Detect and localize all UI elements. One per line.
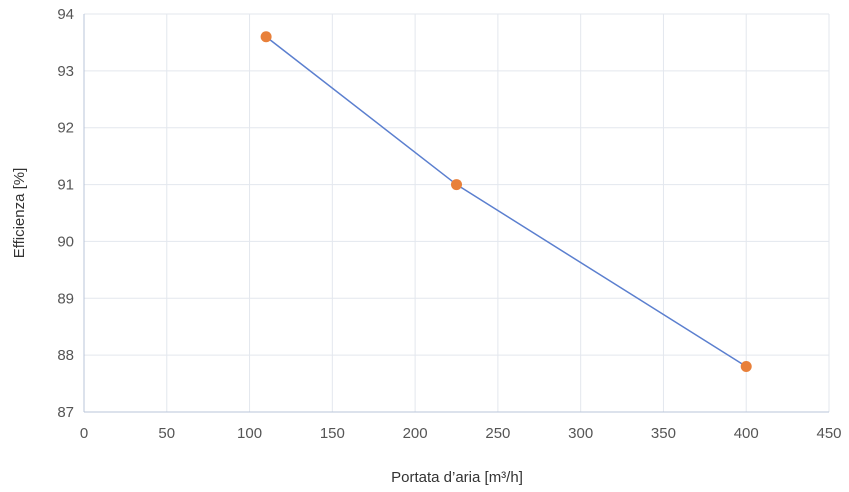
x-tick-label: 400: [734, 425, 759, 442]
series-line: [265, 36, 747, 368]
y-tick-label: 89: [57, 290, 74, 307]
x-tick-labels: 0 50 100 150 200 250 300 350 400 450: [80, 425, 842, 442]
x-tick-label: 250: [485, 425, 510, 442]
y-tick-labels: 87 88 89 90 91 92 93 94: [57, 6, 74, 421]
x-tick-label: 150: [320, 425, 345, 442]
x-tick-label: 0: [80, 425, 88, 442]
x-tick-label: 450: [816, 425, 841, 442]
data-point: [451, 179, 462, 191]
x-tick-label: 350: [651, 425, 676, 442]
y-tick-label: 90: [57, 233, 74, 250]
data-point: [260, 31, 272, 43]
x-axis-title: Portata d’aria [m³/h]: [391, 469, 523, 486]
y-tick-label: 87: [57, 404, 74, 421]
x-tick-label: 200: [403, 425, 428, 442]
x-tick-label: 300: [568, 425, 593, 442]
y-tick-label: 94: [57, 6, 74, 23]
y-tick-label: 91: [57, 177, 74, 194]
y-tick-label: 88: [57, 347, 74, 364]
x-tick-label: 50: [158, 425, 175, 442]
y-tick-label: 93: [57, 63, 74, 80]
x-tick-label: 100: [237, 425, 262, 442]
y-axis-title: Efficienza [%]: [11, 168, 28, 259]
series: [260, 31, 752, 373]
data-point: [740, 361, 752, 373]
grid: [84, 13, 830, 412]
axes: [83, 14, 829, 413]
y-tick-label: 92: [57, 120, 74, 137]
